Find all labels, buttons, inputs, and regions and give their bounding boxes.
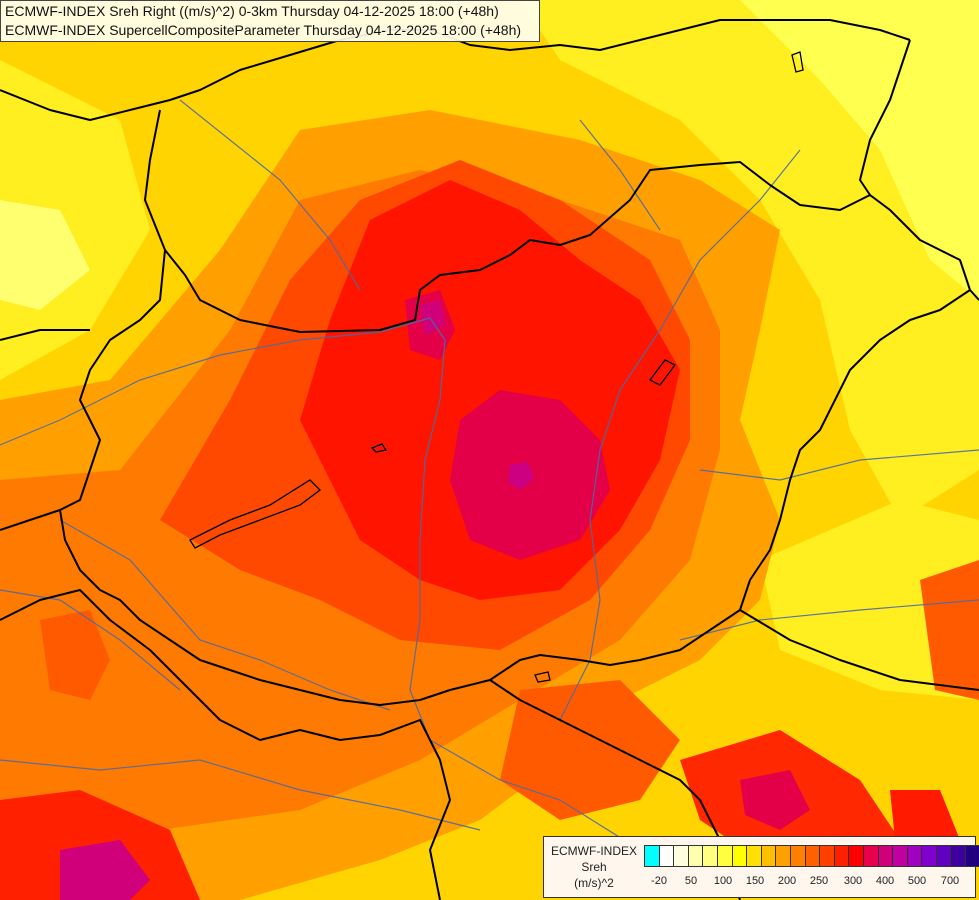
legend-label: ECMWF-INDEX Sreh (m/s)^2 xyxy=(544,843,644,891)
map-title-box: ECMWF-INDEX Sreh Right ((m/s)^2) 0-3km T… xyxy=(0,0,540,42)
river-northeast xyxy=(579,119,661,231)
color-legend: ECMWF-INDEX Sreh (m/s)^2 -20 50 100 150 200 2… xyxy=(543,836,979,898)
red-orange-pocket-southwest xyxy=(40,610,110,700)
legend-variable: Sreh xyxy=(581,860,607,874)
border-slovenia xyxy=(0,509,61,531)
legend-swatch xyxy=(731,845,748,867)
border-croatia xyxy=(0,589,451,900)
legend-swatch xyxy=(746,845,762,867)
legend-swatch xyxy=(716,845,733,867)
lake-balaton xyxy=(189,479,321,549)
light-yellow-zone-northeast xyxy=(740,0,979,300)
magenta-zone-southwest xyxy=(60,840,150,900)
legend-tick-label: 50 xyxy=(684,875,698,887)
rivers xyxy=(0,99,979,851)
tisza-river xyxy=(559,149,801,721)
legend-tick-label: 300 xyxy=(843,875,863,887)
legend-swatch xyxy=(760,845,777,867)
legend-swatch xyxy=(702,845,718,867)
border-serbia xyxy=(489,679,741,900)
legend-swatch xyxy=(775,845,791,867)
lake-small-4 xyxy=(791,51,804,73)
legend-tick-label: 100 xyxy=(713,875,733,887)
legend-ticks: -20 50 100 150 200 250 300 400 500 700 xyxy=(645,875,975,891)
border-romania-east xyxy=(969,289,979,301)
legend-tick-label: 700 xyxy=(940,875,960,887)
legend-swatch xyxy=(862,845,879,867)
legend-swatch xyxy=(906,845,923,867)
legend-tick-label: 400 xyxy=(875,875,895,887)
legend-swatch xyxy=(833,845,850,867)
legend-tick-label: -20 xyxy=(651,875,667,887)
river-south-east xyxy=(679,599,979,641)
river-east xyxy=(699,449,979,481)
sava-river xyxy=(0,759,481,831)
legend-tick-label: 500 xyxy=(907,875,927,887)
legend-swatch xyxy=(789,845,806,867)
legend-swatch xyxy=(819,845,835,867)
legend-tick-label: 150 xyxy=(745,875,765,887)
lake-small-2 xyxy=(649,359,676,386)
lake-small-3 xyxy=(534,671,551,683)
legend-swatch xyxy=(804,845,821,867)
title-line-sreh: ECMWF-INDEX Sreh Right ((m/s)^2) 0-3km T… xyxy=(5,3,499,19)
magenta-core-north xyxy=(420,300,445,335)
border-hungary xyxy=(59,161,971,706)
legend-swatch xyxy=(892,845,908,867)
legend-swatch xyxy=(673,845,689,867)
river-west xyxy=(0,589,181,691)
title-line-scp: ECMWF-INDEX SupercellCompositeParameter … xyxy=(5,22,522,38)
legend-swatch xyxy=(965,845,979,867)
magenta-core xyxy=(508,462,534,490)
legend-tick-label: 250 xyxy=(809,875,829,887)
legend-swatch xyxy=(658,845,675,867)
border-romania-south xyxy=(739,609,979,691)
river-north xyxy=(179,99,361,291)
border-slovakia-west xyxy=(144,109,166,251)
legend-swatch xyxy=(950,845,967,867)
red-zone-east-edge xyxy=(920,560,979,700)
legend-tick-label: 200 xyxy=(777,875,797,887)
border-austria xyxy=(0,329,90,341)
legend-swatch xyxy=(877,845,894,867)
lakes xyxy=(189,51,804,683)
danube-river xyxy=(0,317,641,851)
legend-swatch xyxy=(921,845,937,867)
legend-unit: (m/s)^2 xyxy=(574,876,614,890)
legend-swatch xyxy=(935,845,952,867)
light-yellow-zone-west xyxy=(0,200,90,310)
legend-swatch xyxy=(644,845,660,867)
crimson-zone-southeast xyxy=(740,770,810,830)
legend-swatches xyxy=(644,845,979,867)
legend-swatch xyxy=(848,845,864,867)
legend-model: ECMWF-INDEX xyxy=(551,844,637,858)
lake-small-1 xyxy=(370,443,388,453)
border-ukraine xyxy=(859,39,911,196)
drava-river xyxy=(59,519,391,711)
red-orange-zone-south xyxy=(500,680,680,820)
legend-swatch xyxy=(687,845,704,867)
